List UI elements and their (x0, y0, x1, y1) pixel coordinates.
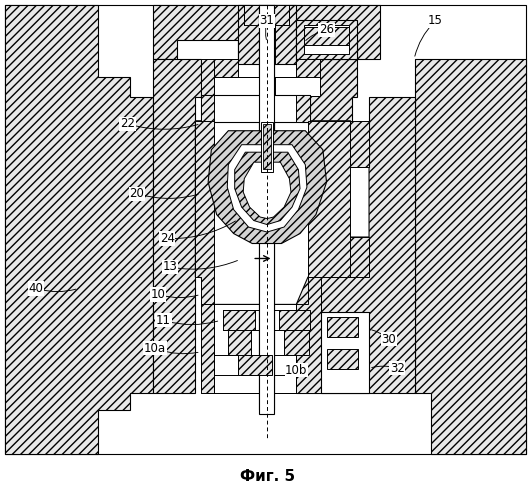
Bar (296, 20, 357, 59)
Bar (304, 25, 349, 54)
Text: 31: 31 (260, 14, 275, 27)
Bar (275, 77, 320, 96)
Text: 11: 11 (156, 314, 171, 327)
Text: 30: 30 (381, 333, 396, 346)
Text: 26: 26 (319, 23, 334, 36)
Bar (321, 312, 369, 393)
Bar (296, 95, 310, 122)
Text: Фиг. 5: Фиг. 5 (239, 469, 295, 484)
Bar (214, 304, 296, 393)
Bar (238, 355, 272, 375)
Bar (201, 95, 310, 122)
Text: 24: 24 (160, 232, 175, 245)
Bar (296, 59, 310, 333)
Text: 32: 32 (390, 362, 405, 375)
Polygon shape (243, 162, 291, 219)
Text: 15: 15 (428, 14, 443, 27)
Polygon shape (153, 59, 201, 393)
Bar (214, 59, 238, 96)
Bar (263, 124, 271, 169)
Bar (201, 95, 214, 122)
Polygon shape (296, 59, 415, 393)
Bar (304, 27, 349, 45)
Polygon shape (415, 59, 526, 454)
Bar (279, 310, 310, 330)
Text: 13: 13 (162, 260, 177, 273)
Polygon shape (201, 304, 214, 393)
Text: 20: 20 (130, 187, 144, 200)
Text: 10b: 10b (285, 364, 307, 377)
Bar (261, 122, 273, 172)
Polygon shape (153, 5, 380, 59)
Bar (296, 59, 320, 96)
Bar (223, 310, 255, 330)
Bar (284, 330, 309, 355)
Polygon shape (308, 121, 350, 277)
Bar (228, 330, 251, 355)
Bar (327, 349, 358, 369)
Text: 40: 40 (29, 282, 44, 295)
Polygon shape (227, 145, 307, 232)
Polygon shape (235, 152, 300, 225)
Bar (244, 5, 289, 25)
Polygon shape (195, 121, 369, 304)
Bar (259, 5, 275, 64)
Polygon shape (350, 121, 369, 167)
Bar (259, 5, 274, 414)
Polygon shape (296, 277, 321, 393)
Text: 22: 22 (120, 117, 135, 130)
Bar (214, 59, 296, 393)
Bar (214, 77, 259, 96)
Polygon shape (5, 5, 153, 454)
Bar (327, 317, 358, 337)
Polygon shape (208, 131, 327, 244)
Text: 10a: 10a (144, 342, 166, 355)
Bar (238, 5, 296, 64)
Polygon shape (350, 237, 369, 277)
Polygon shape (195, 121, 214, 304)
Bar (201, 59, 214, 393)
Text: 10: 10 (151, 288, 166, 301)
